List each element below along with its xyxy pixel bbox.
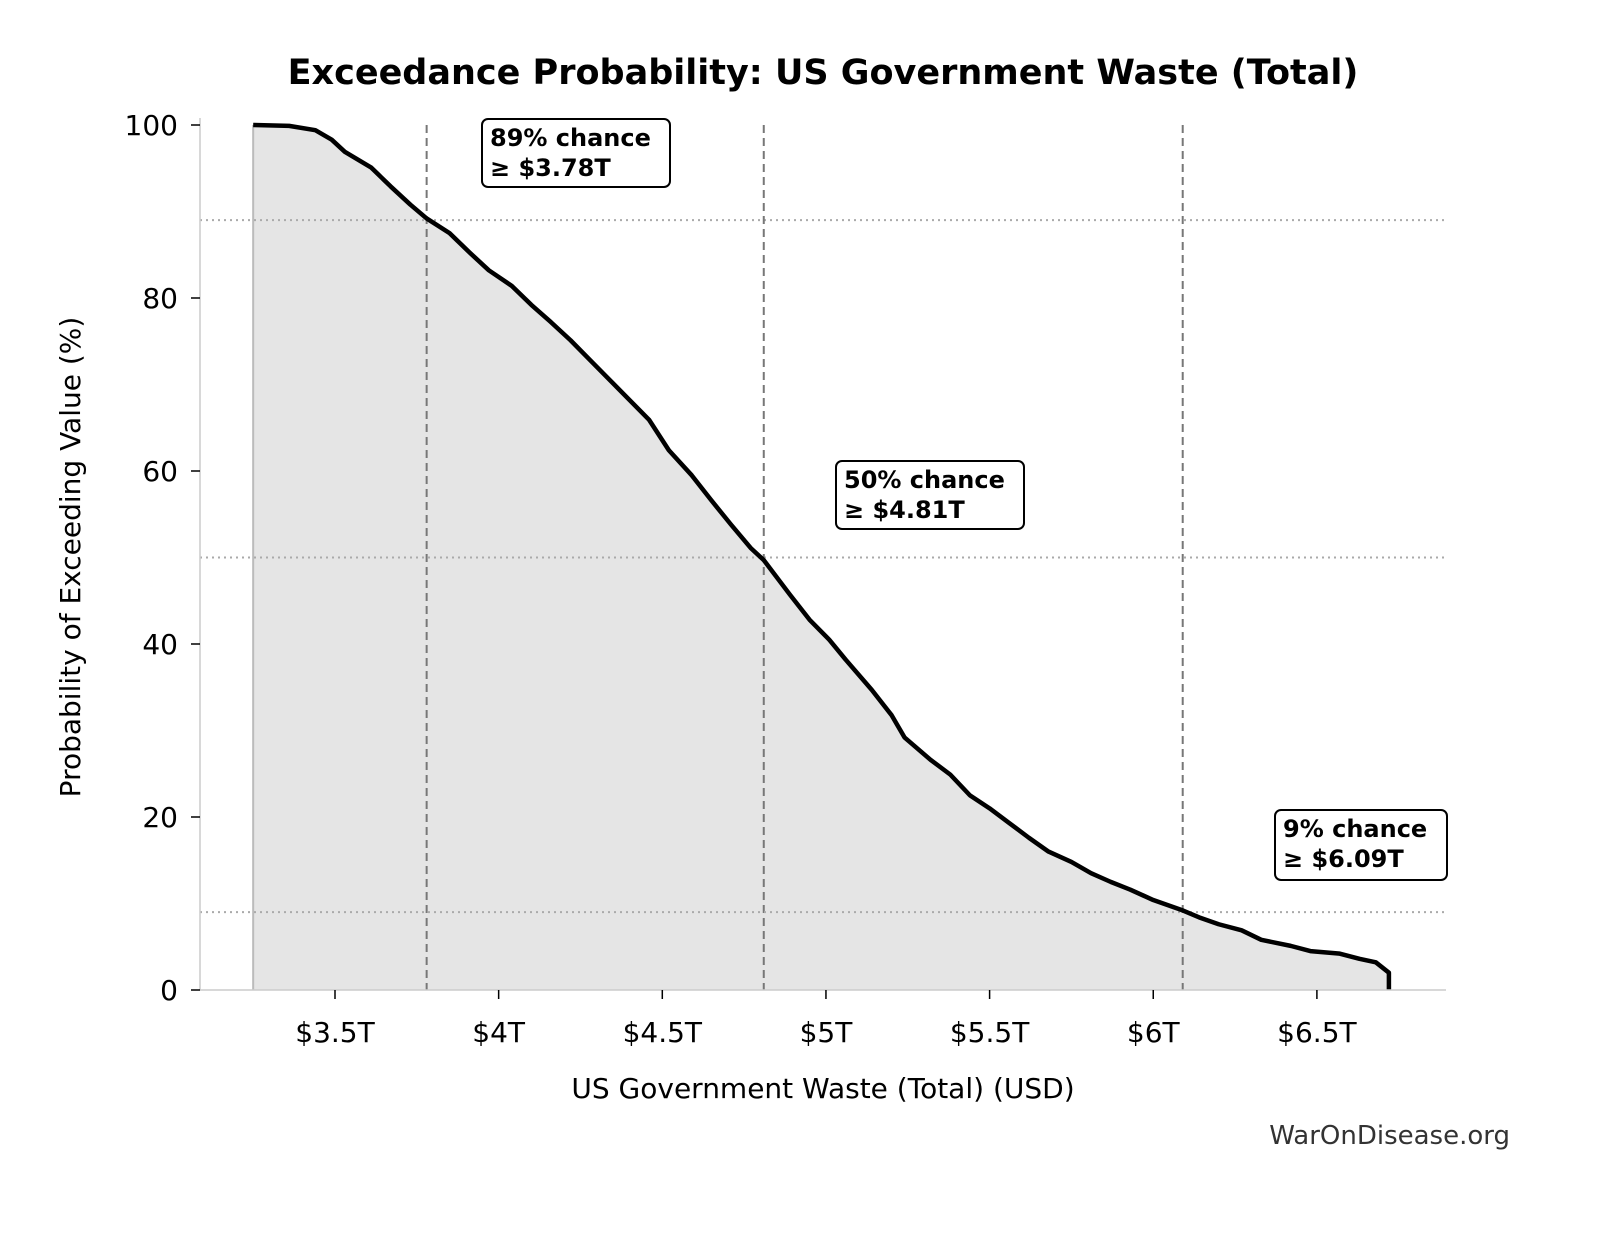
annotation-line1: 9% chance — [1283, 815, 1427, 843]
watermark: WarOnDisease.org — [1269, 1121, 1510, 1151]
x-tick-label: $3.5T — [295, 1016, 375, 1049]
y-tick-label: 0 — [160, 974, 178, 1007]
y-axis-label: Probability of Exceeding Value (%) — [54, 317, 87, 798]
x-tick-label: $5.5T — [950, 1016, 1030, 1049]
exceedance-curve — [253, 122, 1392, 990]
x-tick-label: $5T — [800, 1016, 854, 1049]
annotation-box — [481, 118, 671, 188]
y-tick-label: 40 — [142, 628, 178, 661]
y-tick-label: 80 — [142, 282, 178, 315]
annotation-line2: ≥ $4.81T — [844, 496, 965, 524]
x-tick-label: $6.5T — [1277, 1016, 1357, 1049]
annotation-line1: 50% chance — [844, 466, 1005, 494]
x-tick-label: $4.5T — [623, 1016, 703, 1049]
chart-title: Exceedance Probability: US Government Wa… — [288, 53, 1359, 93]
annotation-line2: ≥ $3.78T — [490, 154, 611, 182]
x-tick-label: $6T — [1127, 1016, 1181, 1049]
y-tick-label: 100 — [125, 109, 178, 142]
x-tick-label: $4T — [472, 1016, 526, 1049]
annotation-box — [835, 460, 1025, 530]
y-tick-label: 60 — [142, 455, 178, 488]
y-tick-label: 20 — [142, 801, 178, 834]
annotation-line2: ≥ $6.09T — [1283, 845, 1404, 873]
area-fill — [253, 125, 1389, 990]
x-axis-label: US Government Waste (Total) (USD) — [571, 1072, 1074, 1105]
annotation-box — [1274, 809, 1448, 881]
annotation-line1: 89% chance — [490, 124, 651, 152]
